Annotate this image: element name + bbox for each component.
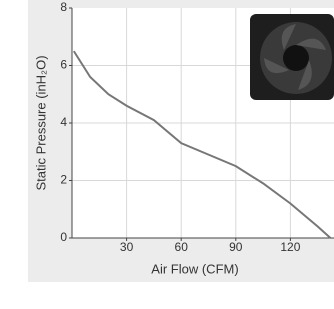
y-tick-label: 2 — [60, 173, 67, 187]
x-axis-label: Air Flow (CFM) — [151, 261, 238, 276]
fan-image — [250, 14, 334, 100]
x-tick-label: 60 — [175, 240, 189, 254]
y-axis-label: Static Pressure (inH₂O) — [33, 55, 48, 190]
y-tick-label: 4 — [60, 115, 67, 129]
chart: Air Flow (CFM) Static Pressure (inH₂O) 0… — [0, 0, 334, 309]
x-tick-label: 90 — [229, 240, 243, 254]
x-tick-label: 30 — [120, 240, 134, 254]
y-tick-label: 6 — [60, 58, 67, 72]
x-tick-label: 120 — [280, 240, 300, 254]
y-tick-label: 0 — [60, 230, 67, 244]
y-tick-label: 8 — [60, 0, 67, 14]
